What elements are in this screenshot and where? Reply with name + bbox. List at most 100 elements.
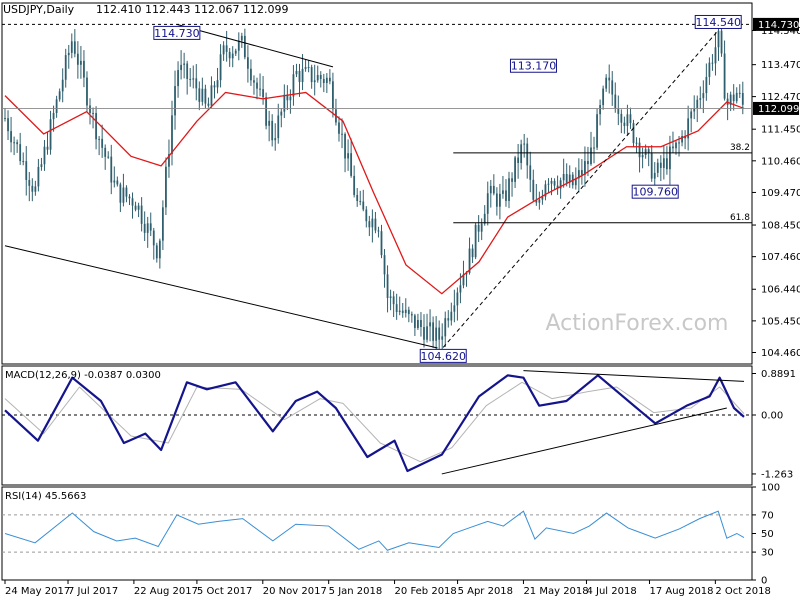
candle-body [477,224,480,232]
candle-body [319,74,322,79]
top-level-tag-bg [753,17,799,31]
price-candle [705,63,708,101]
price-candle [565,163,568,187]
candle-body [37,166,40,187]
candle-body [656,162,659,173]
price-candle [70,33,73,59]
price-candle [662,145,665,180]
price-candle [538,191,541,210]
price-candle [629,107,632,129]
candle-body [538,199,541,203]
chart-ohlc: 112.410 112.443 112.067 112.099 [96,3,288,16]
price-candle [377,226,380,238]
candle-body [298,70,301,83]
x-tick-label: 21 May 2018 [523,586,588,597]
price-candle [656,158,659,178]
price-candle [417,313,419,330]
price-candle [313,64,316,96]
price-candle [711,54,714,71]
price-candle [392,291,395,318]
price-candle [189,67,192,87]
price-candle [262,76,264,105]
annotation-box [153,25,201,40]
candle-body [140,205,143,224]
candle-body [423,327,425,340]
candle-body [407,309,410,315]
rsi-line [4,510,745,551]
price-candle [474,223,477,260]
candle-body [541,196,544,200]
x-tick-label: 22 Aug 2017 [134,586,198,597]
macd-trendline [441,407,727,475]
candle-body [614,94,617,109]
candle-body [453,305,456,312]
candle-body [149,223,152,231]
candle-body [459,285,462,293]
candle-body [295,70,298,75]
price-candle [146,216,149,248]
price-candle [723,40,726,101]
candle-body [195,78,198,89]
price-candle [171,100,173,166]
price-candle [237,32,240,61]
candle-body [596,114,598,148]
candle-body [271,120,274,141]
price-annotation: 109.760 [631,184,679,199]
candle-body [678,142,680,144]
price-candle [529,151,532,193]
candle-body [659,162,662,168]
price-candle [435,316,438,355]
x-tick-label: 2 Oct 2018 [715,586,770,597]
candle-body [283,94,286,112]
candle-body [705,76,708,94]
candle-body [131,198,134,206]
candle-body [517,157,520,163]
candle-body [347,153,349,159]
candle-body [146,223,149,233]
candle-body [702,93,705,99]
candle-body [116,180,119,185]
price-candle [183,52,186,79]
candle-body [662,158,665,168]
price-candle [76,41,79,79]
price-candle [720,26,723,57]
candle-body [40,164,43,167]
price-candle [295,63,298,78]
candle-body [104,147,107,157]
candle-body [608,77,611,81]
price-candle [219,44,222,88]
x-tick-label: 7 Jul 2017 [68,586,118,597]
candle-body [325,77,328,84]
price-candle [447,310,450,328]
price-candle [465,271,468,287]
price-annotation: 104.620 [419,348,467,363]
candle-body [684,135,687,139]
watermark: ActionForex.com [546,311,729,336]
candle-body [720,30,723,54]
candle-body [741,93,744,105]
candle-body [243,35,246,58]
candle-body [471,248,474,258]
candle-body [374,218,377,231]
candle-body [119,184,122,203]
price-candle [547,178,550,193]
y-tick-label: -1.263 [761,469,793,480]
price-candle [25,146,28,196]
candle-body [653,172,656,179]
candle-body [16,142,19,145]
annotation-label: 113.170 [511,60,557,73]
y-tick-label: 30 [761,548,774,559]
price-candle [274,123,277,151]
y-tick-label: 109.470 [761,188,800,199]
candle-body [499,193,501,207]
candle-body [174,86,176,116]
price-candle [468,237,471,275]
candle-body [231,53,234,59]
candle-body [177,70,179,87]
price-candle [386,265,389,313]
candle-body [699,98,702,100]
price-candle [86,71,88,113]
price-candle [325,73,328,94]
last-price-tag-bg [753,101,799,115]
price-candle [61,68,64,103]
